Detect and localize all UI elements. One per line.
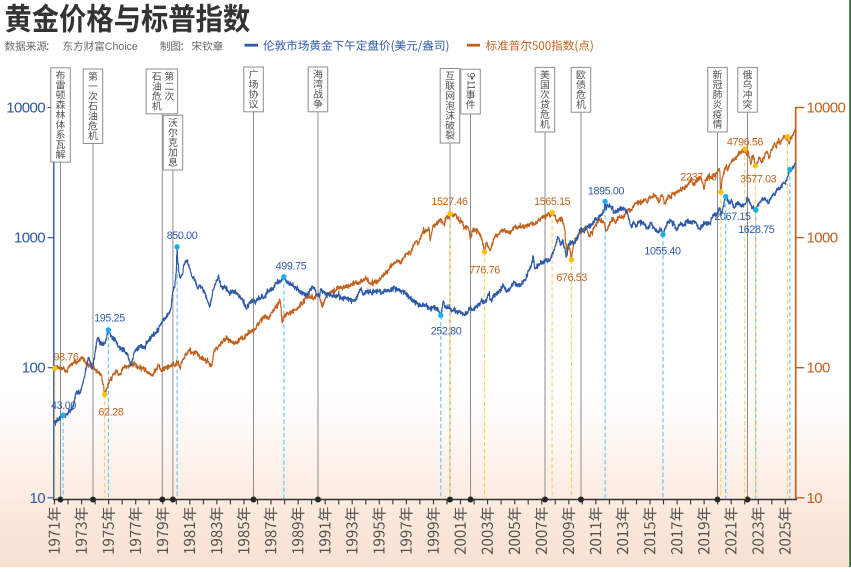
svg-text:850.00: 850.00 xyxy=(167,230,198,242)
svg-text:499.75: 499.75 xyxy=(276,261,307,273)
svg-text:676.53: 676.53 xyxy=(556,272,587,284)
svg-text:2237.40: 2237.40 xyxy=(680,172,717,184)
svg-text:10: 10 xyxy=(30,490,46,507)
svg-text:195.25: 195.25 xyxy=(94,313,125,325)
svg-text:1565.15: 1565.15 xyxy=(534,196,571,208)
svg-text:43.00: 43.00 xyxy=(51,400,76,412)
svg-text:98.76: 98.76 xyxy=(54,352,79,364)
svg-text:1000: 1000 xyxy=(807,230,838,247)
svg-text:1000: 1000 xyxy=(14,230,45,247)
svg-text:4796.56: 4796.56 xyxy=(727,137,764,149)
svg-text:1628.75: 1628.75 xyxy=(738,224,775,236)
svg-text:100: 100 xyxy=(22,360,45,377)
svg-text:1527.46: 1527.46 xyxy=(431,196,468,208)
svg-text:1895.00: 1895.00 xyxy=(588,186,625,198)
svg-text:252.80: 252.80 xyxy=(431,326,462,338)
svg-text:3577.03: 3577.03 xyxy=(740,174,777,186)
svg-text:100: 100 xyxy=(807,360,830,377)
svg-text:10: 10 xyxy=(807,490,823,507)
svg-text:Choice: Choice xyxy=(105,41,138,53)
svg-text:10000: 10000 xyxy=(807,100,846,117)
svg-text:62.28: 62.28 xyxy=(99,407,124,419)
svg-text:2067.15: 2067.15 xyxy=(714,211,751,223)
svg-text:776.76: 776.76 xyxy=(469,265,500,277)
svg-text:1055.40: 1055.40 xyxy=(644,246,681,258)
svg-text:10000: 10000 xyxy=(6,100,45,117)
